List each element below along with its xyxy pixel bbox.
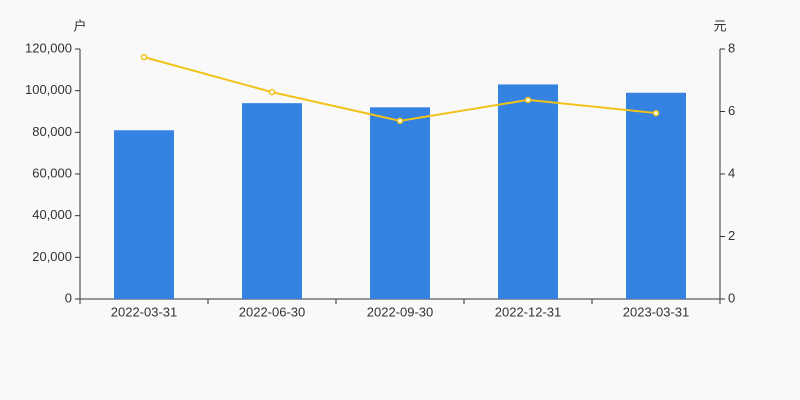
line-point xyxy=(268,88,276,96)
y2-tick-label: 2 xyxy=(728,228,735,243)
y-tick-label: 60,000 xyxy=(32,165,72,180)
x-tick-label: 2022-06-30 xyxy=(239,304,306,319)
line-point xyxy=(652,109,660,117)
x-tick-label: 2023-03-31 xyxy=(623,304,690,319)
y2-tick-label: 8 xyxy=(728,40,735,55)
y2-axis-label: 元 xyxy=(713,18,726,33)
y2-tick-label: 4 xyxy=(728,165,735,180)
y2-tick-label: 0 xyxy=(728,290,735,305)
line-point xyxy=(396,117,404,125)
y-tick-label: 100,000 xyxy=(25,82,72,97)
bar xyxy=(626,92,686,299)
y-tick-label: 80,000 xyxy=(32,124,72,139)
bar xyxy=(114,130,174,299)
y-tick-label: 120,000 xyxy=(25,40,72,55)
bar xyxy=(242,103,302,300)
line-point xyxy=(140,53,148,61)
x-tick-label: 2022-12-31 xyxy=(495,304,562,319)
y-tick-label: 40,000 xyxy=(32,207,72,222)
y-tick-label: 0 xyxy=(65,290,72,305)
y-tick-label: 20,000 xyxy=(32,249,72,264)
y2-tick-label: 6 xyxy=(728,103,735,118)
x-tick-label: 2022-09-30 xyxy=(367,304,434,319)
bar xyxy=(370,107,430,299)
bar xyxy=(498,84,558,300)
line-point xyxy=(524,96,532,104)
x-tick-label: 2022-03-31 xyxy=(111,304,178,319)
y-axis-label: 户 xyxy=(73,18,86,33)
